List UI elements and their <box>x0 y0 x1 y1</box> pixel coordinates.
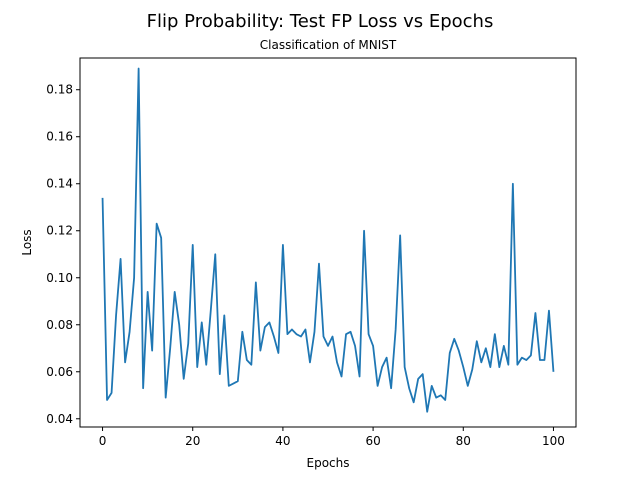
chart-subtitle: Classification of MNIST <box>260 38 397 52</box>
y-tick-label: 0.18 <box>46 83 73 97</box>
y-tick-label: 0.06 <box>46 365 73 379</box>
y-tick-label: 0.08 <box>46 318 73 332</box>
y-tick-label: 0.10 <box>46 271 73 285</box>
y-tick-label: 0.12 <box>46 224 73 238</box>
x-tick-label: 20 <box>185 434 200 448</box>
axes-frame <box>79 57 577 428</box>
y-tick-label: 0.14 <box>46 177 73 191</box>
x-tick-label: 80 <box>456 434 471 448</box>
y-axis-label: Loss <box>20 229 34 255</box>
plot-area <box>101 67 555 413</box>
chart-title: Flip Probability: Test FP Loss vs Epochs <box>147 11 494 32</box>
x-axis-label: Epochs <box>307 456 350 470</box>
series-line <box>101 67 555 413</box>
axis-ticks: 0 20 40 60 80 100 0.04 0.06 0.08 0.10 0.12 0.14 0.16… <box>46 83 565 448</box>
x-tick-label: 0 <box>99 434 107 448</box>
y-tick-label: 0.16 <box>46 130 73 144</box>
x-tick-label: 60 <box>365 434 380 448</box>
y-tick-label: 0.04 <box>46 412 73 426</box>
x-tick-label: 100 <box>542 434 565 448</box>
x-tick-label: 40 <box>275 434 290 448</box>
